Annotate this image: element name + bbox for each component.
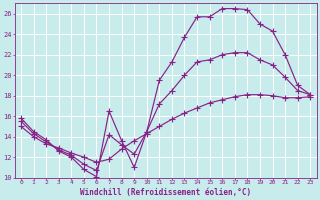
X-axis label: Windchill (Refroidissement éolien,°C): Windchill (Refroidissement éolien,°C): [80, 188, 251, 197]
